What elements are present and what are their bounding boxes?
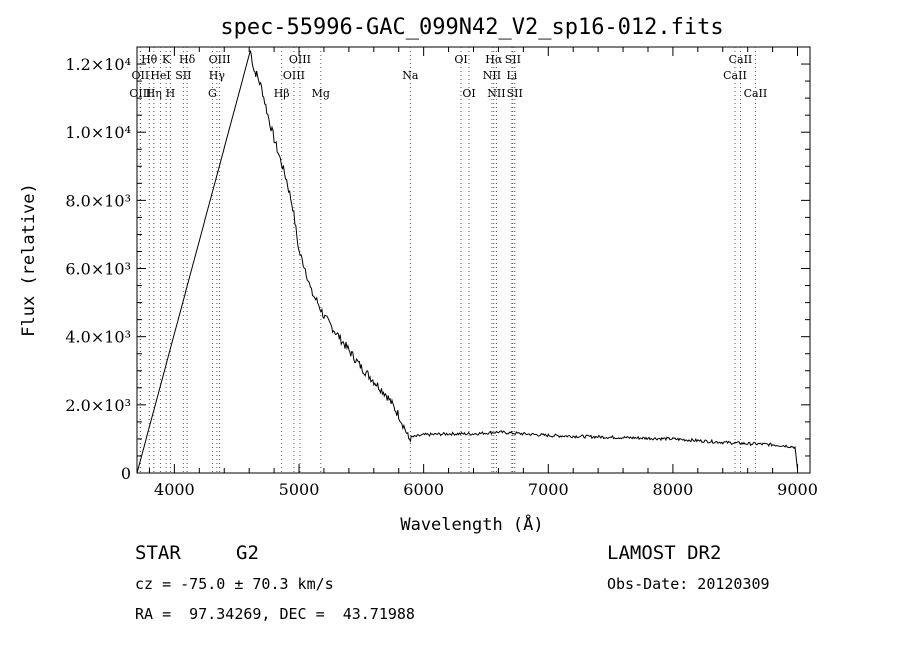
x-tick-label: 7000 (528, 480, 569, 499)
spectral-line-label: K (162, 53, 171, 66)
spectral-line-label: NII (483, 69, 501, 82)
spectral-line-label: Hα (485, 53, 503, 66)
y-tick-label: 1.0×10⁴ (65, 123, 131, 142)
spectral-line-label: Hγ (209, 69, 226, 82)
spectral-line-label: G (208, 87, 217, 100)
spectrum-series (136, 50, 798, 474)
y-tick-label: 4.0×10³ (65, 328, 131, 347)
plot-frame (136, 46, 811, 474)
spectral-line-label: CaII (723, 69, 747, 82)
x-tick-label: 8000 (653, 480, 694, 499)
x-axis-label: Wavelength (Å) (400, 513, 543, 535)
coordinates-readout: RA = 97.34269, DEC = 43.71988 (135, 605, 415, 623)
spectral-line-label: SII (507, 87, 523, 100)
spectrum-line (136, 50, 798, 474)
survey-name: LAMOST DR2 (607, 542, 722, 564)
chart-title: spec-55996-GAC_099N42_V2_sp16-012.fits (220, 15, 723, 40)
spectral-line-label: SII (175, 69, 191, 82)
spectral-line-label: OIII (129, 87, 151, 100)
object-subclass: G2 (236, 542, 259, 564)
spectral-line-label: NII (487, 87, 505, 100)
spectral-line-label: Mg (312, 87, 330, 100)
y-tick-label: 0 (121, 464, 131, 483)
spectral-line-label: CaII (729, 53, 753, 66)
spectral-line-label: OIII (209, 53, 231, 66)
spectral-line-label: Hθ (141, 53, 158, 66)
y-tick-label: 6.0×10³ (65, 260, 131, 279)
plot-border (136, 46, 811, 474)
spectral-line-label: CaII (744, 87, 768, 100)
spectral-line-label: Hη (146, 87, 162, 100)
spectral-line-label: SII (505, 53, 521, 66)
x-tick-label: 9000 (777, 480, 818, 499)
y-axis: 0 2.0×10³ 4.0×10³ 6.0×10³ 8.0×10³ 1.0×10⁴ 1.2×… (65, 55, 810, 483)
spectral-line-label: OIII (283, 69, 305, 82)
observation-date: Obs-Date: 20120309 (607, 575, 770, 593)
y-tick-label: 1.2×10⁴ (65, 55, 131, 74)
y-axis-label: Flux (relative) (19, 183, 39, 337)
spectral-line-label: Hδ (179, 53, 196, 66)
object-class: STAR (135, 542, 181, 564)
spectral-line-label: OI (454, 53, 467, 66)
spectral-line-label: Hβ (274, 87, 290, 100)
spectral-line-label: OI (462, 87, 475, 100)
x-tick-label: 5000 (279, 480, 320, 499)
spectral-line-label: Li (506, 69, 517, 82)
spectral-line-label: HeI (150, 69, 170, 82)
y-tick-label: 8.0×10³ (65, 191, 131, 210)
x-tick-label: 6000 (403, 480, 444, 499)
spectral-line-label: H (166, 87, 176, 100)
redshift-readout: cz = -75.0 ± 70.3 km/s (135, 575, 334, 593)
y-tick-label: 2.0×10³ (65, 396, 131, 415)
x-axis: 4000 5000 6000 7000 8000 9000 (148, 47, 818, 499)
spectral-line-label: Na (402, 69, 419, 82)
spectral-line-label: OIII (289, 53, 311, 66)
x-tick-label: 4000 (154, 480, 195, 499)
